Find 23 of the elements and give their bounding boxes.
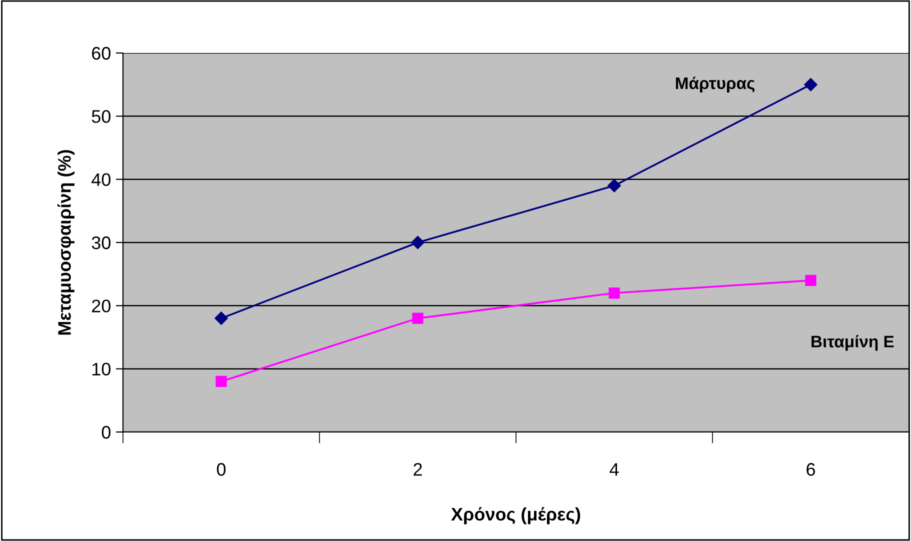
y-tick-label: 50 [92, 110, 110, 123]
x-axis-title: Χρόνος (μέρες) [451, 507, 580, 524]
x-tick-label: 2 [414, 463, 422, 476]
y-tick-label: 30 [92, 236, 110, 250]
y-axis-title: Μεταμυοσφαιρίνη (%) [57, 150, 74, 335]
y-tick-label: 10 [92, 362, 110, 376]
series-label: Μάρτυρας [676, 76, 755, 92]
y-tick-label: 20 [92, 300, 110, 312]
y-tick-label: 60 [92, 46, 110, 60]
y-tick-label: 0 [102, 426, 110, 439]
y-tick-label: 40 [92, 173, 110, 186]
point [411, 236, 424, 250]
x-tick-label: 6 [806, 463, 815, 476]
point [216, 376, 227, 388]
point [214, 312, 228, 325]
point [805, 274, 816, 286]
point [804, 78, 818, 92]
x-tick-label: 0 [216, 463, 226, 476]
point [608, 287, 620, 299]
point [412, 312, 424, 324]
point [608, 179, 621, 192]
text: Βιταμίνη Ε [812, 335, 894, 351]
x-tick-label: 4 [610, 463, 619, 476]
